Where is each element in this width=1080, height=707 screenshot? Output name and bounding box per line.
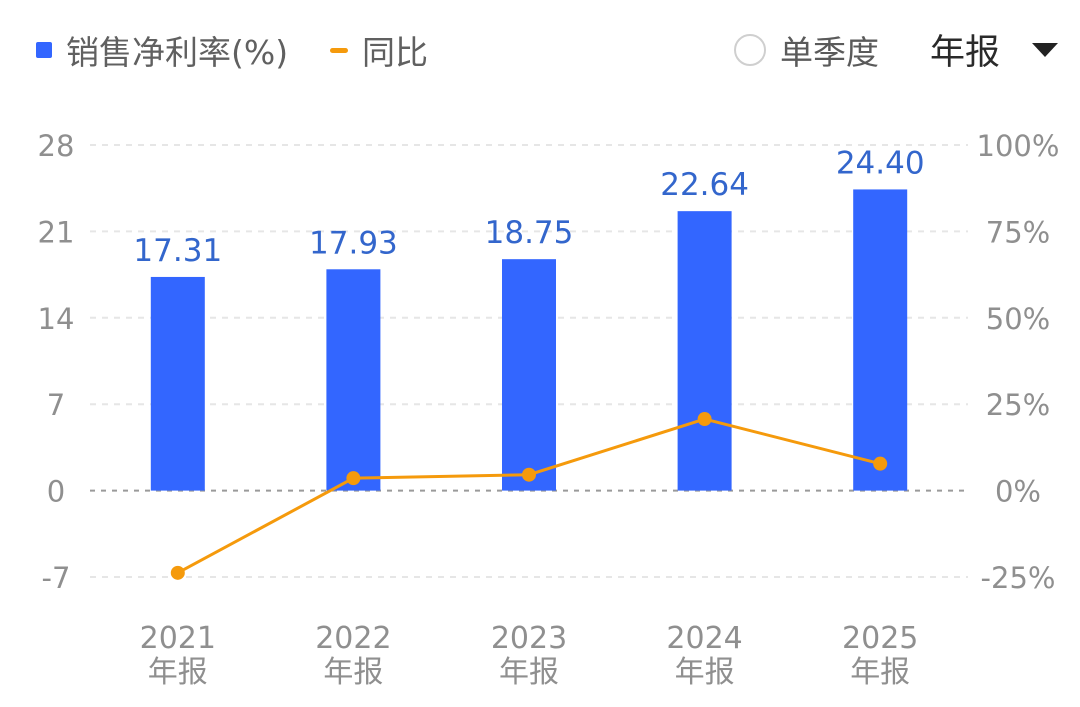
legend-bar-swatch-icon	[36, 42, 52, 58]
period-selected-value: 年报	[930, 33, 1001, 73]
x-tick-label: 2023 年报	[491, 621, 567, 690]
bar	[853, 189, 908, 491]
y-right-tick-label: 100%	[977, 129, 1060, 163]
y-right-tick-label: 75%	[986, 215, 1050, 249]
bar	[502, 259, 556, 491]
yoy-point	[170, 565, 185, 580]
caret-down-icon	[1032, 42, 1059, 57]
legend-item-net-margin[interactable]: 销售净利率(%)	[36, 26, 288, 74]
yoy-point	[522, 467, 536, 482]
y-left-tick-label: 14	[38, 302, 75, 336]
x-tick-label: 2021 年报	[140, 621, 216, 690]
y-left-tick-label: 0	[47, 475, 65, 509]
yoy-point	[697, 412, 712, 427]
radio-circle-icon[interactable]	[734, 34, 766, 66]
single-quarter-label: 单季度	[780, 33, 879, 72]
y-right-tick-label: 50%	[986, 302, 1050, 336]
period-dropdown[interactable]: 年报	[930, 24, 1059, 75]
bar	[326, 269, 381, 491]
legend-line-label: 同比	[362, 33, 428, 72]
y-left-tick-label: 28	[38, 129, 75, 163]
bar-value-label: 22.64	[660, 167, 749, 203]
legend-bar-label: 销售净利率(%)	[66, 33, 289, 72]
y-left-tick-label: -7	[42, 561, 71, 595]
bar-value-label: 17.31	[133, 233, 222, 269]
y-right-tick-label: 0%	[995, 475, 1041, 509]
y-left-tick-label: 21	[38, 215, 75, 249]
chart-header: 销售净利率(%) 同比 单季度 年报	[0, 0, 1080, 100]
bar	[150, 276, 205, 491]
y-right-tick-label: 25%	[986, 388, 1050, 422]
bar-value-label: 18.75	[485, 215, 574, 251]
x-tick-label: 2025 年报	[842, 621, 918, 690]
yoy-point	[346, 471, 361, 486]
legend-line-swatch-icon	[330, 47, 348, 53]
y-right-tick-label: -25%	[981, 561, 1056, 595]
x-tick-label: 2024 年报	[666, 621, 742, 690]
single-quarter-toggle[interactable]: 单季度	[734, 26, 879, 74]
legend-item-yoy[interactable]: 同比	[330, 26, 428, 74]
y-left-tick-label: 7	[47, 388, 65, 422]
yoy-point	[873, 456, 888, 471]
bar-value-label: 17.93	[309, 225, 398, 261]
bar-value-label: 24.40	[836, 145, 925, 181]
x-tick-label: 2022 年报	[315, 621, 391, 690]
bar	[677, 211, 732, 491]
